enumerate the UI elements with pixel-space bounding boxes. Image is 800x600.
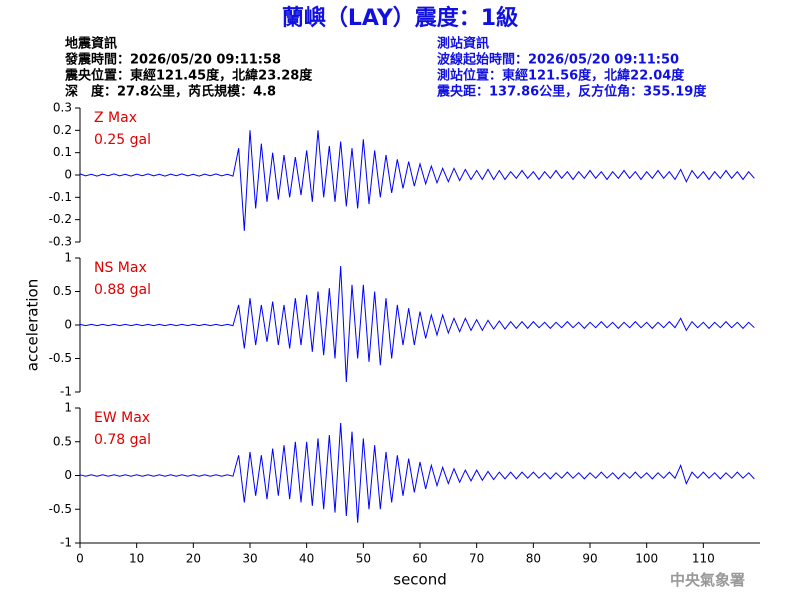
x-tick-label: 10 (129, 552, 144, 566)
panel-max: 0.25 gal (94, 132, 151, 148)
panel-max: 0.78 gal (94, 432, 151, 448)
event-info: 發震時間：2026/05/20 09:11:58 (64, 52, 281, 68)
y-tick-label: -1 (60, 385, 72, 399)
y-tick-label: 0 (64, 318, 72, 332)
x-tick-label: 50 (356, 552, 371, 566)
x-axis-title: second (393, 571, 447, 589)
y-tick-label: 1 (64, 401, 72, 415)
y-tick-label: -0.2 (49, 212, 72, 226)
event-heading: 地震資訊 (65, 36, 117, 52)
station-heading: 測站資訊 (437, 36, 489, 52)
panel-max: 0.88 gal (94, 282, 151, 298)
event-info: 深 度：27.8公里，芮氏規模：4.8 (65, 84, 276, 100)
x-tick-label: 60 (412, 552, 427, 566)
panel-label: EW Max (94, 410, 150, 426)
y-tick-label: -0.5 (49, 502, 72, 516)
y-tick-label: -0.5 (49, 351, 72, 365)
y-tick-label: 0.1 (53, 145, 72, 159)
y-tick-label: 0.3 (53, 101, 72, 115)
y-tick-label: 0.5 (53, 434, 72, 448)
y-tick-label: -0.3 (49, 235, 72, 249)
waveform (79, 422, 755, 523)
waveform (79, 266, 755, 382)
y-tick-label: -1 (60, 536, 72, 550)
y-tick-label: 0 (64, 468, 72, 482)
x-tick-label: 90 (582, 552, 597, 566)
panel-label: NS Max (94, 260, 147, 276)
chart-title: 蘭嶼（LAY）震度：1級 (282, 5, 518, 31)
y-tick-label: 0.2 (53, 123, 72, 137)
x-tick-label: 20 (186, 552, 201, 566)
station-info: 震央距：137.86公里，反方位角：355.19度 (436, 84, 707, 100)
watermark: 中央氣象署 (670, 571, 745, 589)
y-tick-label: 1 (64, 251, 72, 265)
x-tick-label: 40 (299, 552, 314, 566)
x-tick-label: 0 (76, 552, 84, 566)
x-tick-label: 100 (635, 552, 658, 566)
y-axis-title: acceleration (24, 279, 42, 371)
x-tick-label: 110 (692, 552, 715, 566)
station-info: 波線起始時間：2026/05/20 09:11:50 (437, 52, 679, 68)
panel-label: Z Max (94, 110, 137, 126)
x-tick-label: 70 (469, 552, 484, 566)
x-tick-label: 30 (242, 552, 257, 566)
waveform (79, 130, 755, 231)
event-info: 震央位置：東經121.45度，北緯23.28度 (64, 68, 313, 84)
y-tick-label: -0.1 (49, 190, 72, 204)
station-info: 測站位置：東經121.56度，北緯22.04度 (437, 68, 685, 84)
y-tick-label: 0.5 (53, 284, 72, 298)
y-tick-label: 0 (64, 168, 72, 182)
x-tick-label: 80 (526, 552, 541, 566)
